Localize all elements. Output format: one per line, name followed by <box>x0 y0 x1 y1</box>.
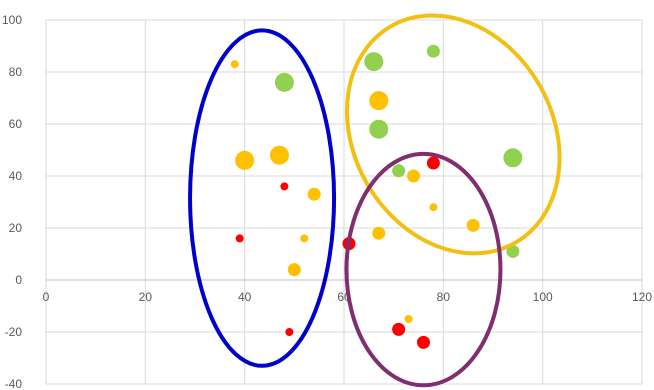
data-point-orange <box>230 60 239 69</box>
x-tick-label: 20 <box>139 290 153 304</box>
cluster-ellipses <box>188 13 562 388</box>
data-point-red <box>392 322 406 336</box>
gridlines <box>45 19 643 385</box>
data-point-orange <box>404 315 413 323</box>
data-point-orange <box>466 218 480 232</box>
data-point-red <box>235 234 244 243</box>
y-tick-label: 80 <box>9 65 23 79</box>
x-tick-label: 120 <box>632 290 652 304</box>
left-cluster-ellipse <box>188 28 337 368</box>
y-tick-label: -20 <box>5 325 23 339</box>
y-tick-label: 20 <box>9 221 23 235</box>
data-point-red <box>280 182 289 191</box>
data-point-green <box>503 148 523 168</box>
data-point-green <box>426 44 440 58</box>
y-tick-label: 40 <box>9 169 23 183</box>
y-tick-label: 0 <box>15 273 22 287</box>
data-point-orange <box>369 91 389 111</box>
y-tick-label: 60 <box>9 117 23 131</box>
data-point-orange <box>287 263 301 277</box>
data-point-red <box>416 335 430 349</box>
lower-right-cluster-ellipse <box>344 151 503 388</box>
x-tick-label: 0 <box>43 290 50 304</box>
data-point-red <box>426 156 440 170</box>
data-point-orange <box>372 226 386 240</box>
x-tick-label: 100 <box>533 290 553 304</box>
y-tick-label: 100 <box>2 13 22 27</box>
y-axis-tick-labels: -40 -20 0 20 40 60 80 100 <box>2 13 22 390</box>
data-point-orange <box>235 150 255 170</box>
data-point-orange <box>429 203 438 212</box>
data-point-orange <box>269 145 289 165</box>
y-tick-label: -40 <box>5 377 23 390</box>
data-point-orange <box>307 187 321 201</box>
data-point-green <box>274 72 294 92</box>
data-points <box>230 44 523 349</box>
data-point-green <box>506 244 520 258</box>
data-point-orange <box>407 169 421 183</box>
x-tick-label: 80 <box>437 290 451 304</box>
data-point-orange <box>300 234 309 243</box>
upper-right-cluster-ellipse <box>344 13 562 256</box>
data-point-green <box>369 119 389 139</box>
x-tick-label: 40 <box>238 290 252 304</box>
data-point-green <box>364 52 384 72</box>
data-point-red <box>285 328 294 336</box>
data-point-green <box>392 164 406 178</box>
